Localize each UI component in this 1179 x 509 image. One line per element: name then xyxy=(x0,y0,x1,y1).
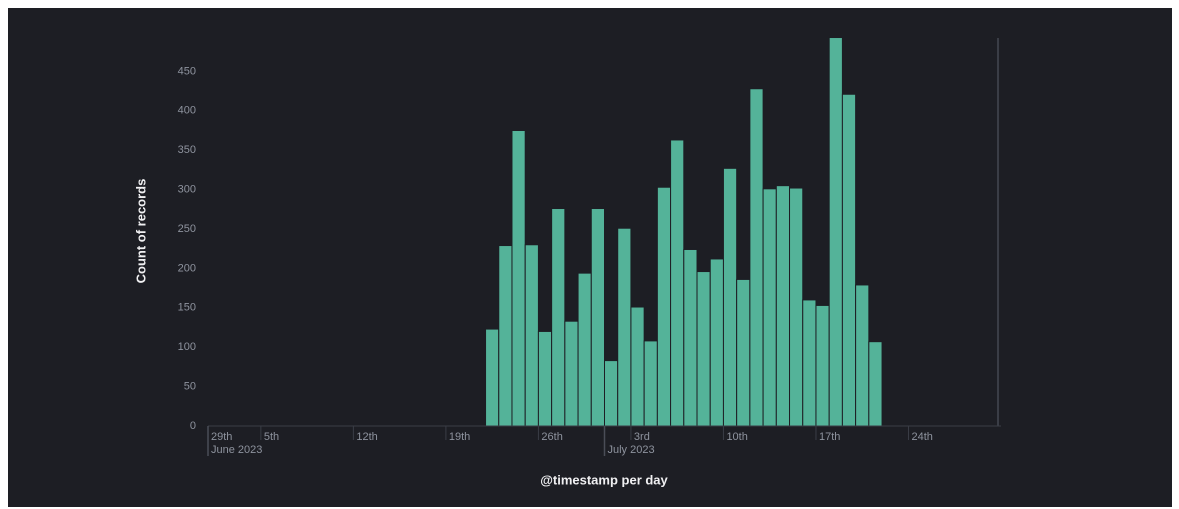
x-tick-label: 26th xyxy=(541,431,562,443)
bar xyxy=(590,208,605,427)
bar xyxy=(498,245,513,427)
x-tick-label: 29th xyxy=(211,431,232,443)
bar xyxy=(683,248,698,427)
y-tick-label: 100 xyxy=(178,341,196,353)
y-axis-title: Count of records xyxy=(133,179,148,284)
y-tick-label: 450 xyxy=(178,65,196,77)
bar xyxy=(841,93,857,427)
bar xyxy=(551,208,566,427)
bar xyxy=(511,130,526,427)
x-tick-label: 12th xyxy=(356,431,377,443)
bar xyxy=(722,167,738,427)
bar xyxy=(868,341,883,427)
bar xyxy=(736,278,751,427)
bar xyxy=(630,306,645,427)
bar xyxy=(696,271,711,427)
bar xyxy=(762,188,777,427)
bar xyxy=(524,244,539,427)
bar xyxy=(815,304,830,427)
bar xyxy=(828,37,843,427)
x-tick-label: 3rd xyxy=(634,431,650,443)
bar xyxy=(656,186,672,427)
y-tick-label: 300 xyxy=(178,184,196,196)
y-tick-label: 50 xyxy=(184,381,196,393)
y-tick-label: 0 xyxy=(190,420,196,432)
bar xyxy=(537,330,553,427)
bar xyxy=(855,284,870,427)
bar xyxy=(709,258,724,427)
bar xyxy=(577,272,592,427)
x-tick-label: 5th xyxy=(264,431,279,443)
y-tick-label: 150 xyxy=(178,302,196,314)
y-tick-label: 350 xyxy=(178,144,196,156)
y-tick-label: 200 xyxy=(178,262,196,274)
bar xyxy=(775,185,791,427)
bar xyxy=(802,299,817,427)
y-tick-label: 400 xyxy=(178,105,196,117)
x-tick-label: 19th xyxy=(449,431,470,443)
bar xyxy=(617,227,632,427)
bar xyxy=(564,320,579,427)
x-tick-label: 10th xyxy=(726,431,747,443)
y-tick-label: 250 xyxy=(178,223,196,235)
bar xyxy=(643,340,658,427)
x-tick-label: 24th xyxy=(911,431,932,443)
x-axis-title: @timestamp per day xyxy=(540,472,668,487)
bar xyxy=(670,139,685,427)
bar xyxy=(485,328,500,427)
bar xyxy=(789,187,804,427)
x-tick-label: 17th xyxy=(819,431,840,443)
bar xyxy=(604,360,619,427)
x-month-label: July 2023 xyxy=(608,444,655,456)
x-month-label: June 2023 xyxy=(211,444,262,456)
bar xyxy=(749,88,764,427)
